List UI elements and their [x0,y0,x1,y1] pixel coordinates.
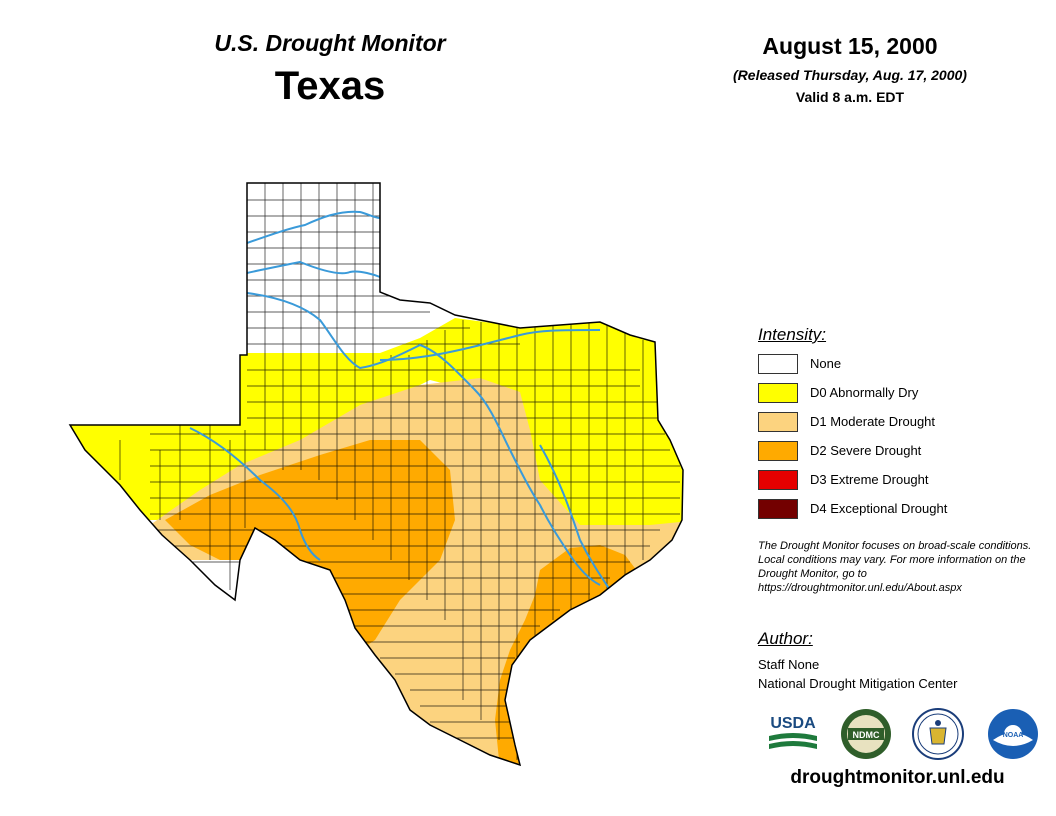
author-organization: National Drought Mitigation Center [758,676,958,691]
author-heading: Author: [758,629,813,648]
map-title: Texas [274,64,386,108]
commerce-seal-logo [912,708,964,760]
trinity-river [539,444,611,591]
legend-swatch [758,354,798,374]
disclaimer-note: The Drought Monitor focuses on broad-sca… [758,540,1032,594]
rivers [189,210,611,591]
brazos-river [246,292,601,586]
ndmc-logo-text: NDMC [853,730,880,740]
map-subtitle: U.S. Drought Monitor [214,30,446,56]
legend-swatch [758,470,798,490]
legend-swatch [758,499,798,519]
red-river [379,329,601,361]
texas-drought-map [69,182,684,766]
pecos-river [189,427,321,561]
legend-label: D2 Severe Drought [810,443,922,458]
legend-label: D0 Abnormally Dry [810,385,919,400]
ndmc-logo: NDMC [841,709,891,759]
legend-swatch [758,412,798,432]
author-name: Staff None [758,657,820,672]
canadian-river [246,210,381,244]
noaa-logo: NOAA [988,709,1038,759]
legend-label: D3 Extreme Drought [810,472,929,487]
release-date: (Released Thursday, Aug. 17, 2000) [733,67,967,83]
legend-label: D1 Moderate Drought [810,414,936,429]
legend-swatch [758,383,798,403]
valid-time: Valid 8 a.m. EDT [795,89,905,105]
category-d2-area-west [165,440,455,650]
county-lines [119,183,680,760]
map-date: August 15, 2000 [762,33,938,59]
legend-label: None [810,356,842,371]
legend-label: D4 Exceptional Drought [810,501,948,516]
legend-swatch [758,441,798,461]
legend-heading: Intensity: [758,325,827,344]
red-river-north-fork [246,260,381,278]
usda-logo-text: USDA [770,715,816,732]
website-url: droughtmonitor.unl.edu [790,767,1005,788]
usda-logo: USDA [769,715,817,749]
noaa-logo-text: NOAA [1003,732,1024,739]
